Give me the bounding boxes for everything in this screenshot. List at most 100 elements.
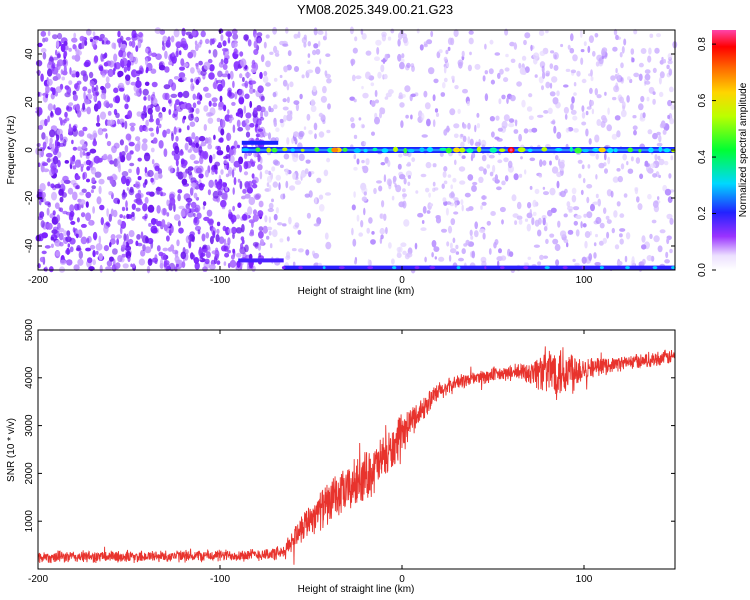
noise-cell: [86, 166, 91, 171]
noise-cell: [74, 203, 80, 211]
noise-cell: [156, 205, 161, 214]
noise-cell: [74, 83, 78, 90]
noise-cell: [565, 68, 571, 72]
aliased-segment: [456, 266, 461, 270]
noise-cell: [40, 30, 47, 37]
noise-cell: [641, 244, 647, 250]
noise-cell: [72, 165, 77, 170]
noise-cell: [616, 130, 621, 138]
noise-cell: [49, 129, 56, 138]
noise-cell: [121, 60, 125, 69]
noise-cell: [44, 266, 48, 272]
noise-cell: [125, 233, 129, 243]
noise-cell: [113, 142, 120, 149]
noise-cell: [619, 228, 626, 232]
noise-cell: [226, 144, 230, 153]
noise-cell: [402, 94, 406, 98]
noise-cell: [374, 56, 380, 61]
noise-cell: [99, 264, 103, 273]
noise-cell: [178, 227, 184, 234]
noise-cell: [326, 78, 332, 84]
noise-cell: [478, 176, 484, 183]
noise-cell: [222, 63, 228, 70]
noise-cell: [208, 218, 214, 226]
noise-cell: [105, 266, 112, 271]
noise-cell: [667, 196, 673, 204]
noise-cell: [308, 171, 312, 178]
noise-cell: [63, 230, 68, 237]
noise-cell: [123, 66, 128, 73]
noise-cell: [153, 97, 158, 106]
noise-cell: [129, 162, 135, 167]
noise-cell: [235, 227, 243, 234]
noise-cell: [175, 50, 179, 58]
noise-cell: [549, 82, 553, 89]
noise-cell: [178, 128, 182, 133]
noise-cell: [385, 227, 388, 235]
noise-cell: [611, 227, 615, 234]
noise-cell: [55, 86, 62, 93]
noise-cell: [298, 130, 305, 138]
noise-cell: [552, 52, 559, 60]
noise-cell: [86, 237, 90, 244]
carrier-segment: [439, 147, 447, 151]
noise-cell: [229, 70, 234, 80]
noise-cell: [497, 127, 503, 132]
noise-cell: [76, 217, 80, 223]
noise-cell: [108, 191, 113, 196]
noise-cell: [312, 252, 320, 259]
noise-cell: [303, 126, 307, 130]
noise-cell: [80, 212, 86, 218]
noise-cell: [658, 174, 661, 179]
noise-cell: [155, 53, 162, 60]
noise-cell: [556, 180, 560, 189]
noise-cell: [148, 127, 154, 132]
noise-cell: [180, 158, 185, 165]
noise-cell: [326, 129, 331, 134]
noise-cell: [491, 131, 495, 138]
noise-cell: [190, 67, 195, 74]
noise-cell: [122, 263, 129, 269]
noise-cell: [124, 145, 129, 153]
noise-cell: [193, 165, 200, 174]
noise-cell: [190, 252, 194, 260]
noise-cell: [632, 125, 638, 130]
noise-cell: [616, 72, 620, 80]
noise-cell: [145, 47, 149, 54]
noise-cell: [217, 145, 221, 152]
noise-cell: [92, 231, 98, 241]
noise-cell: [113, 174, 118, 181]
noise-cell: [237, 144, 240, 149]
noise-cell: [79, 191, 85, 196]
noise-cell: [324, 232, 329, 240]
noise-cell: [54, 145, 59, 154]
noise-cell: [570, 109, 577, 115]
noise-cell: [374, 116, 380, 125]
noise-cell: [524, 32, 531, 39]
noise-cell: [103, 153, 108, 160]
noise-cell: [571, 194, 577, 203]
noise-cell: [81, 41, 85, 49]
noise-cell: [286, 137, 290, 145]
noise-cell: [60, 37, 68, 44]
noise-cell: [50, 243, 54, 248]
noise-cell: [492, 164, 496, 173]
noise-cell: [642, 258, 646, 265]
noise-cell: [227, 237, 231, 246]
noise-cell: [434, 108, 439, 113]
noise-cell: [196, 212, 202, 219]
noise-cell: [379, 111, 382, 119]
y-tick-label: 0: [24, 147, 35, 153]
noise-cell: [410, 93, 416, 98]
noise-cell: [75, 103, 80, 112]
noise-cell: [652, 98, 656, 105]
noise-cell: [144, 166, 148, 174]
noise-cell: [173, 103, 177, 111]
noise-cell: [432, 119, 436, 128]
noise-cell: [476, 112, 480, 118]
carrier-segment: [648, 147, 654, 153]
noise-cell: [644, 80, 651, 85]
noise-cell: [134, 92, 140, 97]
noise-cell: [379, 228, 386, 235]
noise-cell: [130, 126, 135, 132]
